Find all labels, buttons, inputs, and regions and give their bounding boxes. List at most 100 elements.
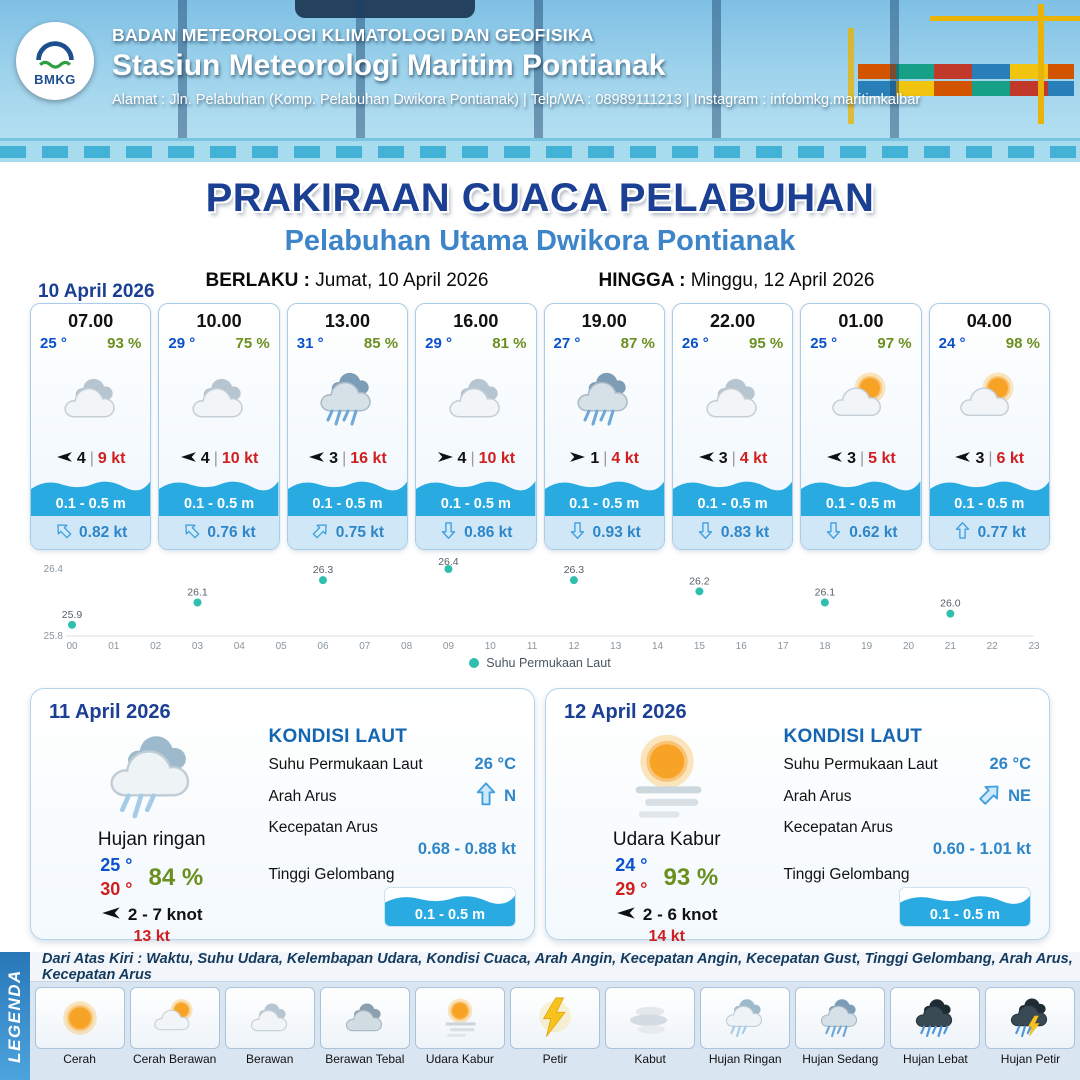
wave-height-badge: 0.1 - 0.5 m — [383, 887, 516, 927]
svg-text:09: 09 — [443, 641, 455, 652]
current-speed-value: 0.60 - 1.01 kt — [932, 840, 1031, 858]
berlaku-label: BERLAKU : — [205, 270, 311, 291]
weather-icon-berawan — [31, 352, 150, 446]
svg-text:00: 00 — [66, 641, 78, 652]
svg-text:01: 01 — [108, 641, 120, 652]
forecast-card-16.00: 16.00 29 ° 81 % 4 | 10 kt 0.1 - 0.5 m 0.86 kt — [415, 303, 537, 550]
sea-conditions-title: KONDISI LAUT — [783, 726, 923, 747]
wind-direction-icon — [437, 450, 454, 468]
window-mullion — [356, 0, 365, 138]
legend-icon-berawan-tebal — [319, 987, 410, 1049]
current-direction-text: N — [504, 787, 516, 805]
sst-value: 26 °C — [989, 755, 1031, 773]
forecast-card-10.00: 10.00 29 ° 75 % 4 | 10 kt 0.1 - 0.5 m 0.76 kt — [158, 303, 280, 550]
svg-text:08: 08 — [401, 641, 413, 652]
card-gust-speed: 10 kt — [478, 450, 516, 467]
svg-text:17: 17 — [777, 641, 789, 652]
day-card-12-april: 12 April 2026 Udara Kabur 24 ° 29 ° 93 %… — [545, 688, 1050, 945]
svg-text:23: 23 — [1028, 641, 1040, 652]
crane-illustration — [848, 28, 854, 124]
legend-item-hujan-lebat: Hujan Lebat — [890, 987, 981, 1078]
header-banner: BMKG BADAN METEOROLOGI KLIMATOLOGI DAN G… — [0, 0, 1080, 162]
day-humidity: 84 % — [148, 863, 204, 891]
day-card-date: 12 April 2026 — [564, 701, 687, 723]
wind-direction-icon — [56, 450, 73, 468]
legend-dot-icon — [469, 658, 480, 668]
svg-text:11: 11 — [527, 641, 538, 652]
card-current-speed: 0.62 kt — [849, 523, 898, 541]
day-wind-range: 2 - 7 knot — [127, 905, 203, 924]
card-current-speed: 0.82 kt — [79, 523, 128, 541]
legend-item-berawan: Berawan — [224, 987, 315, 1078]
legend-strip: LEGENDA — [0, 952, 30, 1080]
weather-icon-cerah-berawan — [930, 352, 1049, 446]
wind-direction-icon — [308, 450, 325, 468]
svg-text:04: 04 — [234, 641, 246, 652]
legend-icon-hujan-ringan — [700, 987, 791, 1049]
day-condition: Udara Kabur — [612, 829, 721, 850]
svg-text:18: 18 — [819, 641, 831, 652]
wind-direction-icon — [826, 450, 843, 468]
day-weather-icon — [617, 726, 717, 828]
page-subtitle: Pelabuhan Utama Dwikora Pontianak — [284, 225, 796, 257]
forecast-card-01.00: 01.00 25 ° 97 % 3 | 5 kt 0.1 - 0.5 m 0.62 kt — [800, 303, 922, 550]
hingga-group: HINGGA : Minggu, 12 April 2026 — [599, 270, 875, 292]
card-wave-height: 0.1 - 0.5 m — [929, 472, 1049, 516]
sea-conditions-title: KONDISI LAUT — [268, 726, 408, 747]
legend-item-kabut: Kabut — [605, 987, 696, 1078]
address-line: Alamat : Jln. Pelabuhan (Komp. Pelabuhan… — [112, 92, 921, 108]
card-humidity: 97 % — [877, 335, 912, 352]
legend-section: LEGENDA Dari Atas Kiri : Waktu, Suhu Uda… — [0, 951, 1080, 1080]
card-time: 13.00 — [324, 311, 370, 331]
window-mullion — [890, 0, 899, 138]
card-gust-speed: 5 kt — [868, 450, 896, 467]
bmkg-logo-art — [36, 41, 74, 69]
legend-item-hujan-ringan: Hujan Ringan — [700, 987, 791, 1078]
legend-item-berawan-tebal: Berawan Tebal — [319, 987, 410, 1078]
card-gust-speed: 9 kt — [97, 450, 126, 467]
hingga-value: Minggu, 12 April 2026 — [690, 270, 875, 291]
svg-text:13: 13 — [610, 641, 622, 652]
legend-icon-kabut — [605, 987, 696, 1049]
ship-illustration — [295, 0, 475, 18]
forecast-card-07.00: 07.00 25 ° 93 % 4 | 9 kt 0.1 - 0.5 m 0.82 kt — [30, 303, 152, 550]
berlaku-group: BERLAKU : Jumat, 10 April 2026 — [206, 270, 489, 292]
svg-text:05: 05 — [276, 641, 288, 652]
svg-text:22: 22 — [987, 641, 999, 652]
current-direction-label: Arah Arus — [268, 787, 337, 805]
card-gust-speed: 16 kt — [350, 450, 387, 467]
svg-text:07: 07 — [359, 641, 371, 652]
weather-icon-berawan — [159, 352, 278, 446]
svg-text:25.9: 25.9 — [62, 609, 83, 621]
chart-legend: Suhu Permukaan Laut — [0, 656, 1080, 670]
card-wind-speed: 3 — [975, 450, 985, 467]
weather-icon-hujan-sedang — [288, 352, 407, 446]
wave-height-label: Tinggi Gelombang — [783, 866, 910, 883]
card-time: 01.00 — [838, 311, 884, 331]
card-humidity: 95 % — [749, 335, 784, 352]
legend-item-label: Petir — [542, 1052, 568, 1066]
day-card-11-april: 11 April 2026 Hujan ringan 25 ° 30 ° 84 … — [30, 688, 535, 945]
svg-text:06: 06 — [317, 641, 329, 652]
card-current-speed: 0.77 kt — [977, 523, 1026, 541]
window-mullion — [712, 0, 721, 138]
page-title: PRAKIRAAN CUACA PELABUHAN — [205, 176, 875, 220]
current-direction-label: Arah Arus — [783, 787, 852, 805]
svg-text:03: 03 — [192, 641, 204, 652]
card-wind-speed: 4 — [200, 450, 210, 467]
card-temperature: 29 ° — [168, 335, 196, 352]
svg-text:10: 10 — [485, 641, 497, 652]
current-direction-icon — [439, 521, 458, 545]
wind-direction-icon — [698, 450, 715, 468]
weather-icon-berawan — [416, 352, 535, 446]
legend-strip-label: LEGENDA — [5, 969, 24, 1063]
legend-item-petir: Petir — [509, 987, 601, 1078]
legend-icon-petir — [510, 987, 601, 1049]
svg-text:21: 21 — [945, 641, 957, 652]
sst-chart: 26.4 25.800 01 02 03 04 05 06 07 08 09 10 11 12 13 14 15… — [44, 556, 1040, 652]
legend-item-hujan-petir: Hujan Petir — [985, 987, 1076, 1078]
card-wind-speed: 3 — [847, 450, 857, 467]
card-humidity: 85 % — [363, 335, 399, 352]
card-time: 22.00 — [710, 311, 756, 331]
